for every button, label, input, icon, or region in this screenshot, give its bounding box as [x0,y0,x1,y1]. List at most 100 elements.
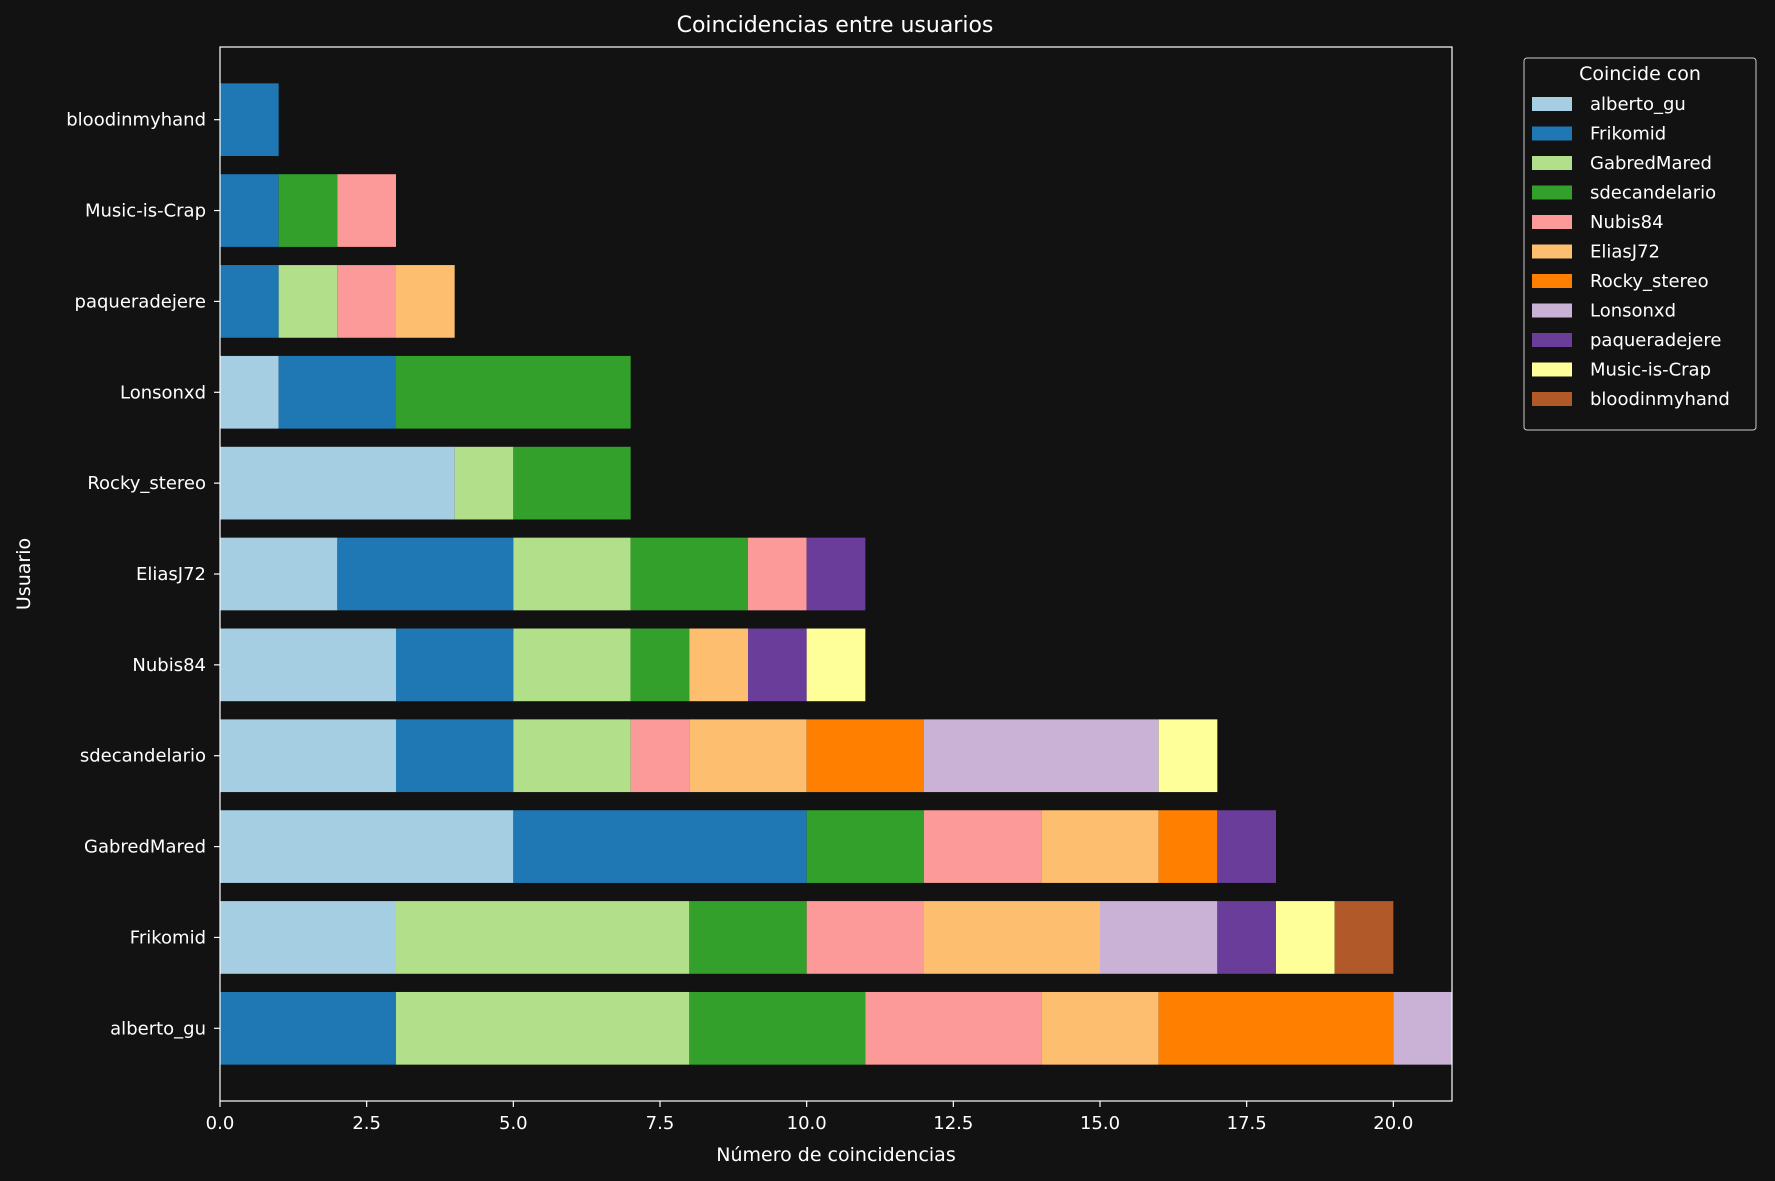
bar-EliasJ72-Frikomid [337,537,514,611]
y-tick-label: Nubis84 [132,655,206,676]
bar-Frikomid-GabredMared [396,901,690,974]
bar-Nubis84-Music-is-Crap [806,628,866,702]
legend-swatch [1532,156,1572,170]
legend-entry: EliasJ72 [1590,242,1660,263]
bar-EliasJ72-alberto_gu [220,537,338,611]
bar-paqueradejere-Frikomid [220,265,279,338]
legend-swatch [1532,303,1572,318]
bar-GabredMared-sdecandelario [806,810,924,883]
bar-EliasJ72-sdecandelario [630,537,748,611]
bar-Rocky_stereo-alberto_gu [220,446,455,520]
bar-sdecandelario-Frikomid [396,719,514,793]
bar-sdecandelario-Music-is-Crap [1158,719,1218,793]
y-tick-label: GabredMared [84,837,206,858]
legend-swatch [1532,392,1572,406]
bar-Music-is-Crap-sdecandelario [278,174,338,247]
legend-entry: Lonsonxd [1590,301,1676,322]
legend-swatch [1532,362,1572,377]
bar-GabredMared-alberto_gu [220,810,514,883]
bar-Frikomid-alberto_gu [220,901,396,974]
x-tick-label: 7.5 [646,1113,675,1134]
x-tick-label: 17.5 [1227,1113,1267,1134]
legend-swatch [1532,244,1572,259]
bar-GabredMared-paqueradejere [1217,810,1276,883]
bar-alberto_gu-Frikomid [220,991,396,1065]
bar-sdecandelario-Lonsonxd [924,719,1159,793]
legend: Coincide con alberto_gu Frikomid GabredMar… [1523,57,1757,431]
bar-GabredMared-Nubis84 [924,810,1042,883]
x-axis: 0.0 2.5 5.0 7.5 10.0 12.5 15.0 17.5 20.0 [206,1101,1413,1134]
y-tick-label: bloodinmyhand [66,110,206,131]
legend-frame [1523,57,1757,431]
legend-entry: Rocky_stereo [1590,271,1709,292]
bar-Nubis84-EliasJ72 [689,628,748,702]
bar-Frikomid-Nubis84 [806,901,924,974]
bar-Nubis84-paqueradejere [748,628,807,702]
bar-Music-is-Crap-Frikomid [220,174,279,247]
bar-GabredMared-Rocky_stereo [1158,810,1218,883]
bar-Frikomid-Music-is-Crap [1276,901,1335,974]
bar-Frikomid-EliasJ72 [924,901,1100,974]
bar-alberto_gu-sdecandelario [689,991,866,1065]
bar-paqueradejere-GabredMared [278,265,338,338]
bar-Frikomid-Lonsonxd [1100,901,1218,974]
chart-title: Coincidencias entre usuarios [677,13,994,38]
bar-Nubis84-Frikomid [396,628,514,702]
y-axis-label: Usuario [13,538,35,610]
bar-Rocky_stereo-GabredMared [454,446,514,520]
y-tick-label: Music-is-Crap [85,201,206,222]
legend-swatch [1532,215,1572,229]
legend-entry: alberto_gu [1590,94,1686,115]
bar-GabredMared-EliasJ72 [1041,810,1159,883]
bar-bloodinmyhand-Frikomid [220,83,279,157]
legend-swatch [1532,274,1572,288]
legend-entry: Nubis84 [1590,212,1664,233]
bar-EliasJ72-paqueradejere [806,537,866,611]
y-axis: alberto_gu Frikomid GabredMared sdecandelar… [66,110,220,1039]
bar-sdecandelario-GabredMared [513,719,631,793]
legend-swatch [1532,185,1572,200]
bar-Frikomid-sdecandelario [689,901,807,974]
bar-Nubis84-GabredMared [513,628,631,702]
x-tick-label: 12.5 [933,1113,973,1134]
bar-alberto_gu-GabredMared [396,991,690,1065]
bar-EliasJ72-GabredMared [513,537,631,611]
x-tick-label: 20.0 [1373,1113,1413,1134]
y-tick-label: sdecandelario [80,746,206,767]
bar-alberto_gu-EliasJ72 [1041,991,1159,1065]
bar-Rocky_stereo-sdecandelario [513,446,631,520]
legend-swatch [1532,97,1572,111]
legend-entry: GabredMared [1590,153,1712,174]
legend-entry: bloodinmyhand [1590,389,1730,410]
x-tick-label: 5.0 [499,1113,528,1134]
x-tick-label: 15.0 [1080,1113,1120,1134]
bar-Lonsonxd-Frikomid [278,355,396,429]
y-tick-label: paqueradejere [75,291,206,312]
bar-Music-is-Crap-Nubis84 [337,174,396,247]
bar-Nubis84-sdecandelario [630,628,690,702]
x-tick-label: 0.0 [206,1113,235,1134]
y-tick-label: Rocky_stereo [87,473,206,494]
bar-sdecandelario-EliasJ72 [689,719,807,793]
bar-Nubis84-alberto_gu [220,628,396,702]
x-tick-label: 10.0 [787,1113,827,1134]
bar-alberto_gu-Nubis84 [865,991,1042,1065]
bar-alberto_gu-Rocky_stereo [1158,991,1394,1065]
x-axis-label: Número de coincidencias [716,1144,955,1166]
y-tick-label: alberto_gu [110,1018,206,1039]
y-tick-label: Lonsonxd [120,382,206,403]
bar-paqueradejere-Nubis84 [337,265,396,338]
bar-paqueradejere-EliasJ72 [396,265,455,338]
legend-title: Coincide con [1579,63,1701,85]
legend-entry: paqueradejere [1590,330,1721,351]
bar-sdecandelario-Nubis84 [630,719,690,793]
y-tick-label: EliasJ72 [136,564,206,585]
legend-entry: sdecandelario [1590,183,1716,204]
bar-Frikomid-paqueradejere [1217,901,1276,974]
bar-Lonsonxd-sdecandelario [396,355,631,429]
legend-swatch [1532,333,1572,347]
bar-alberto_gu-Lonsonxd [1393,991,1452,1065]
bar-sdecandelario-alberto_gu [220,719,396,793]
bar-sdecandelario-Rocky_stereo [806,719,924,793]
bar-GabredMared-Frikomid [513,810,807,883]
